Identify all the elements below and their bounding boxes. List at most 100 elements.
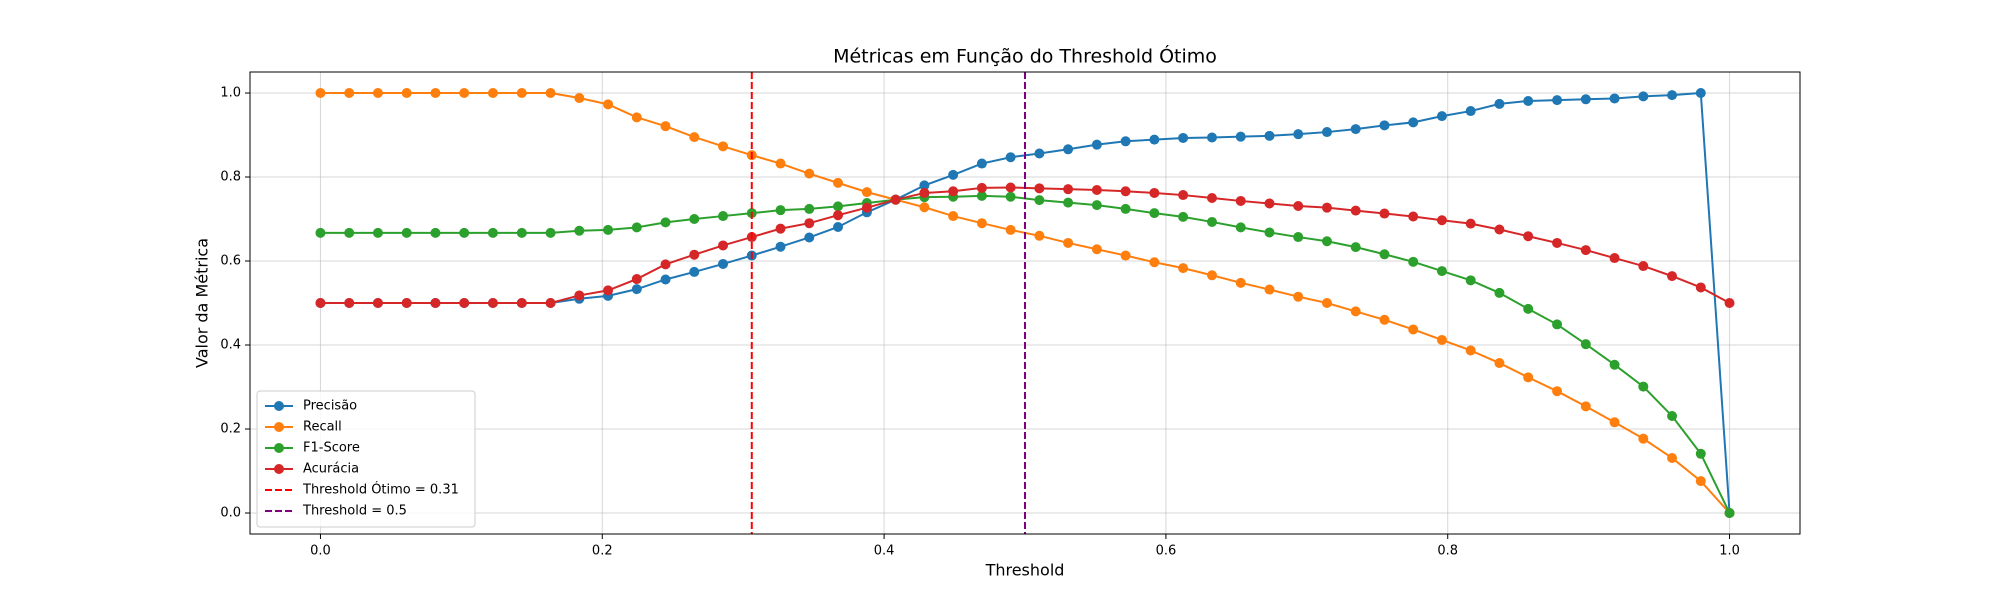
point <box>631 284 642 295</box>
point <box>1695 448 1706 459</box>
point <box>976 158 987 169</box>
point <box>1206 193 1217 203</box>
point <box>516 298 527 308</box>
point <box>1293 232 1304 243</box>
point <box>1724 298 1735 308</box>
point <box>1321 236 1332 247</box>
point <box>1321 202 1332 213</box>
point <box>1609 93 1620 104</box>
legend-box <box>256 390 476 528</box>
y-tick-label: 1.0 <box>220 86 241 101</box>
point <box>1523 231 1534 242</box>
point <box>1552 237 1563 248</box>
point <box>948 169 959 180</box>
point <box>1350 205 1361 216</box>
point <box>1609 417 1620 428</box>
point <box>1235 277 1246 288</box>
point <box>603 99 614 110</box>
point <box>833 177 844 188</box>
point <box>890 194 901 205</box>
point <box>1293 129 1304 140</box>
point <box>718 211 729 222</box>
point <box>1408 211 1419 222</box>
point <box>976 182 987 193</box>
legend-marker <box>274 401 284 411</box>
point <box>1609 253 1620 264</box>
point <box>1293 291 1304 302</box>
x-axis-label: Threshold <box>985 561 1065 580</box>
point <box>833 201 844 212</box>
point <box>574 290 585 301</box>
point <box>919 202 930 213</box>
x-tick-label: 0.2 <box>592 544 613 559</box>
point <box>660 217 671 228</box>
point <box>1695 282 1706 293</box>
point <box>804 218 815 229</box>
point <box>833 210 844 221</box>
point <box>1667 271 1678 282</box>
point <box>660 259 671 270</box>
point <box>603 224 614 235</box>
point <box>1149 134 1160 145</box>
point <box>631 112 642 123</box>
point <box>1120 186 1131 197</box>
point <box>1235 131 1246 142</box>
x-tick-label: 0.0 <box>310 544 331 559</box>
point <box>487 227 498 238</box>
point <box>1178 132 1189 143</box>
point <box>430 298 441 308</box>
point <box>487 88 498 98</box>
point <box>631 274 642 285</box>
point <box>1034 230 1045 241</box>
point <box>718 240 729 251</box>
point <box>1465 275 1476 286</box>
point <box>1436 215 1447 226</box>
point <box>1264 130 1275 141</box>
legend-label: Threshold Ótimo = 0.31 <box>302 482 459 498</box>
point <box>315 298 326 308</box>
point <box>1206 132 1217 143</box>
point <box>689 249 700 260</box>
point <box>516 88 527 98</box>
point <box>1005 152 1016 163</box>
point <box>1523 95 1534 106</box>
point <box>1580 401 1591 412</box>
point <box>1379 314 1390 325</box>
legend-label: Threshold = 0.5 <box>302 504 407 519</box>
point <box>315 88 326 98</box>
legend: Precisão Recall F1-Score Acurácia Threshold … <box>256 390 476 528</box>
point <box>1178 190 1189 201</box>
point <box>315 227 326 238</box>
point <box>430 88 441 98</box>
point <box>976 190 987 201</box>
legend-label: F1-Score <box>303 441 360 456</box>
y-axis-label: Valor da Métrica <box>193 238 212 368</box>
point <box>1494 358 1505 369</box>
point <box>1494 224 1505 235</box>
point <box>1005 191 1016 202</box>
point <box>775 158 786 169</box>
point <box>574 93 585 104</box>
point <box>1264 227 1275 238</box>
point <box>1552 386 1563 397</box>
point <box>1034 183 1045 194</box>
point <box>545 88 556 98</box>
point <box>775 223 786 234</box>
point <box>574 225 585 236</box>
point <box>1523 372 1534 383</box>
point <box>1408 324 1419 335</box>
point <box>545 298 556 308</box>
x-tick-label: 1.0 <box>1719 544 1740 559</box>
point <box>1494 287 1505 298</box>
point <box>1091 185 1102 196</box>
x-tick-label: 0.6 <box>1156 544 1177 559</box>
point <box>861 202 872 213</box>
point <box>1005 182 1016 193</box>
point <box>1120 203 1131 214</box>
point <box>401 88 412 98</box>
point <box>1436 111 1447 122</box>
point <box>401 227 412 238</box>
point <box>804 203 815 214</box>
point <box>1235 195 1246 206</box>
